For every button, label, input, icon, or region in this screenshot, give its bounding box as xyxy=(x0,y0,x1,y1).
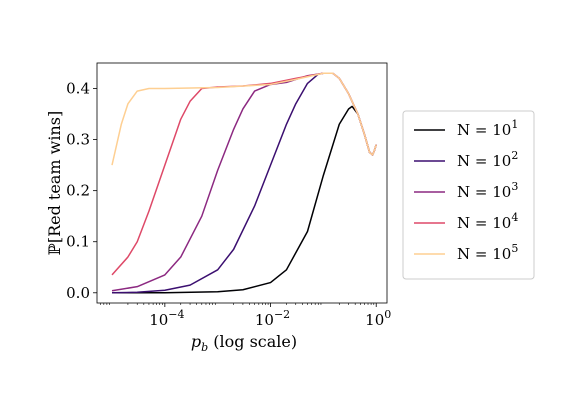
x-axis-label-subscript: b xyxy=(201,341,208,354)
x-axis-label: pb (log scale) xyxy=(191,332,297,354)
y-tick-label-3: 0.3 xyxy=(66,131,90,149)
y-tick-label-4: 0.4 xyxy=(66,80,90,98)
y-tick-label-2: 0.2 xyxy=(66,182,90,200)
plot-area xyxy=(111,72,377,294)
y-tick-label-0: 0.0 xyxy=(66,284,90,302)
legend: N = 101 N = 102 N = 103 N = 104 N = 105 xyxy=(402,110,535,280)
series-line-4 xyxy=(111,72,377,276)
series-line-5 xyxy=(111,72,377,166)
y-tick-label-1: 0.1 xyxy=(66,233,90,251)
plot-frame xyxy=(96,62,388,304)
series-line-3 xyxy=(111,72,377,292)
legend-label-1: N = 101 xyxy=(457,118,518,139)
legend-label-3: N = 103 xyxy=(457,180,518,201)
legend-box xyxy=(402,110,535,280)
series-line-1 xyxy=(112,105,377,294)
x-tick-label-2: 100 xyxy=(365,308,391,329)
y-axis-label: ℙ[Red team wins] xyxy=(45,111,64,255)
x-axis-label-suffix: (log scale) xyxy=(208,332,297,351)
legend-label-5: N = 105 xyxy=(457,242,518,263)
x-tick-label-0: 10−4 xyxy=(149,308,184,329)
x-axis-label-main: p xyxy=(191,332,201,351)
legend-label-2: N = 102 xyxy=(457,149,518,170)
legend-label-4: N = 104 xyxy=(457,211,518,232)
x-tick-label-1: 10−2 xyxy=(255,308,290,329)
axis-ticks: 0.0 0.1 0.2 0.3 0.4 10−4 10−2 100 xyxy=(66,80,391,329)
